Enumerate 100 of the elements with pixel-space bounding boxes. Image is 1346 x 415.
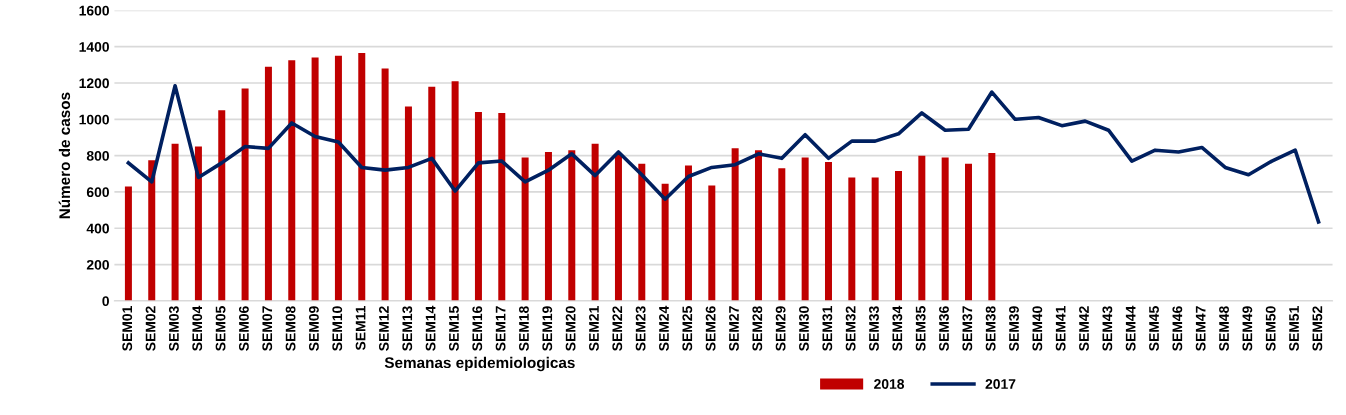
bar — [264, 66, 272, 301]
x-tick-label: SEM46 — [1172, 306, 1183, 351]
bar — [311, 57, 319, 301]
bar — [824, 161, 832, 301]
bar — [708, 185, 716, 301]
x-tick-label: SEM01 — [122, 306, 133, 351]
bar — [404, 106, 412, 301]
x-tick-label: SEM35 — [915, 306, 926, 351]
y-tick-label: 1200 — [79, 78, 109, 89]
x-tick-label: SEM19 — [542, 306, 553, 351]
bar — [171, 143, 179, 301]
bar — [918, 155, 926, 301]
y-tick-label: 1400 — [79, 42, 109, 52]
x-tick-label: SEM52 — [1312, 306, 1323, 351]
legend-label: 2018 — [874, 379, 905, 389]
y-tick-label: 600 — [86, 187, 109, 198]
x-tick-label: SEM28 — [752, 306, 763, 351]
y-tick-label: 400 — [86, 223, 109, 234]
x-axis-title: Semanas epidemiologicas — [384, 356, 575, 372]
bar — [778, 168, 786, 301]
x-tick-label: SEM38 — [985, 306, 996, 351]
x-tick-label: SEM15 — [449, 306, 459, 351]
x-tick-label: SEM27 — [729, 306, 739, 351]
x-tick-label: SEM39 — [1009, 306, 1019, 351]
bar — [358, 53, 366, 301]
x-tick-label: SEM03 — [168, 306, 179, 351]
line-series — [126, 83, 1321, 224]
y-tick-label: 0 — [102, 296, 109, 307]
bar — [428, 86, 436, 301]
x-tick-label: SEM33 — [869, 306, 879, 351]
bar — [965, 163, 972, 301]
x-tick-label: SEM08 — [285, 306, 296, 351]
x-tick-label: SEM45 — [1149, 306, 1159, 351]
x-tick-label: SEM20 — [565, 306, 576, 351]
x-tick-label: SEM06 — [238, 306, 249, 351]
x-tick-label: SEM26 — [705, 306, 716, 351]
y-tick-label: 1600 — [79, 5, 109, 16]
bar — [124, 186, 132, 301]
x-tick-label: SEM16 — [472, 306, 483, 351]
x-tick-label: SEM14 — [425, 305, 436, 351]
bar — [591, 143, 599, 301]
x-tick-label: SEM37 — [962, 306, 973, 351]
bar — [638, 163, 646, 301]
x-tick-label: SEM05 — [215, 306, 226, 351]
bar — [754, 150, 762, 301]
bar — [194, 146, 202, 301]
x-tick-label: SEM47 — [1195, 306, 1206, 351]
x-tick-label: SEM32 — [845, 306, 856, 351]
bar — [521, 157, 529, 301]
bar — [894, 171, 902, 301]
y-tick-label: 800 — [86, 150, 109, 161]
x-tick-label: SEM34 — [892, 305, 903, 351]
bar — [661, 183, 669, 301]
bar — [988, 152, 996, 301]
bar — [451, 81, 459, 301]
x-tick-label: SEM50 — [1265, 306, 1276, 351]
bar — [334, 55, 342, 301]
x-tick-label: SEM02 — [145, 306, 156, 351]
x-tick-label: SEM23 — [635, 306, 646, 351]
legend-label: 2017 — [985, 379, 1016, 389]
x-tick-label: SEM09 — [308, 306, 319, 351]
y-tick-label: 1000 — [79, 114, 109, 125]
x-tick-label: SEM25 — [682, 306, 693, 351]
bar — [614, 153, 622, 301]
x-tick-label: SEM17 — [495, 306, 506, 351]
bar — [568, 150, 576, 301]
bar — [148, 160, 156, 301]
y-tick-label: 200 — [86, 259, 109, 270]
x-tick-label: SEM22 — [612, 306, 623, 351]
bar — [474, 112, 482, 301]
x-tick-label: SEM10 — [332, 306, 343, 351]
bar — [871, 177, 879, 301]
bar — [731, 148, 739, 301]
x-tick-label: SEM36 — [939, 306, 949, 351]
x-tick-label: SEM13 — [402, 306, 413, 351]
bar — [381, 68, 389, 301]
x-tick-label: SEM29 — [775, 306, 786, 351]
bar — [288, 60, 296, 301]
x-tick-label: SEM40 — [1032, 306, 1043, 351]
bar — [544, 151, 552, 301]
x-tick-label: SEM31 — [822, 306, 833, 351]
x-tick-label: SEM21 — [589, 306, 599, 351]
x-tick-label: SEM48 — [1219, 306, 1229, 351]
x-tick-label: SEM43 — [1102, 306, 1113, 351]
bar — [684, 165, 692, 301]
y-axis-title: Número de casos — [58, 92, 71, 219]
bar — [218, 110, 226, 301]
bar — [848, 177, 856, 301]
bar — [941, 157, 949, 301]
bar — [241, 88, 249, 301]
x-tick-label: SEM24 — [659, 305, 669, 351]
x-tick-label: SEM42 — [1079, 306, 1089, 351]
x-tick-label: SEM41 — [1055, 306, 1066, 351]
x-tick-label: SEM51 — [1289, 306, 1299, 351]
x-tick-label: SEM18 — [519, 306, 529, 351]
x-tick-label: SEM44 — [1125, 305, 1136, 351]
bar — [498, 112, 506, 301]
x-tick-label: SEM12 — [379, 306, 389, 351]
x-tick-label: SEM11 — [355, 306, 366, 351]
bar — [801, 157, 809, 301]
